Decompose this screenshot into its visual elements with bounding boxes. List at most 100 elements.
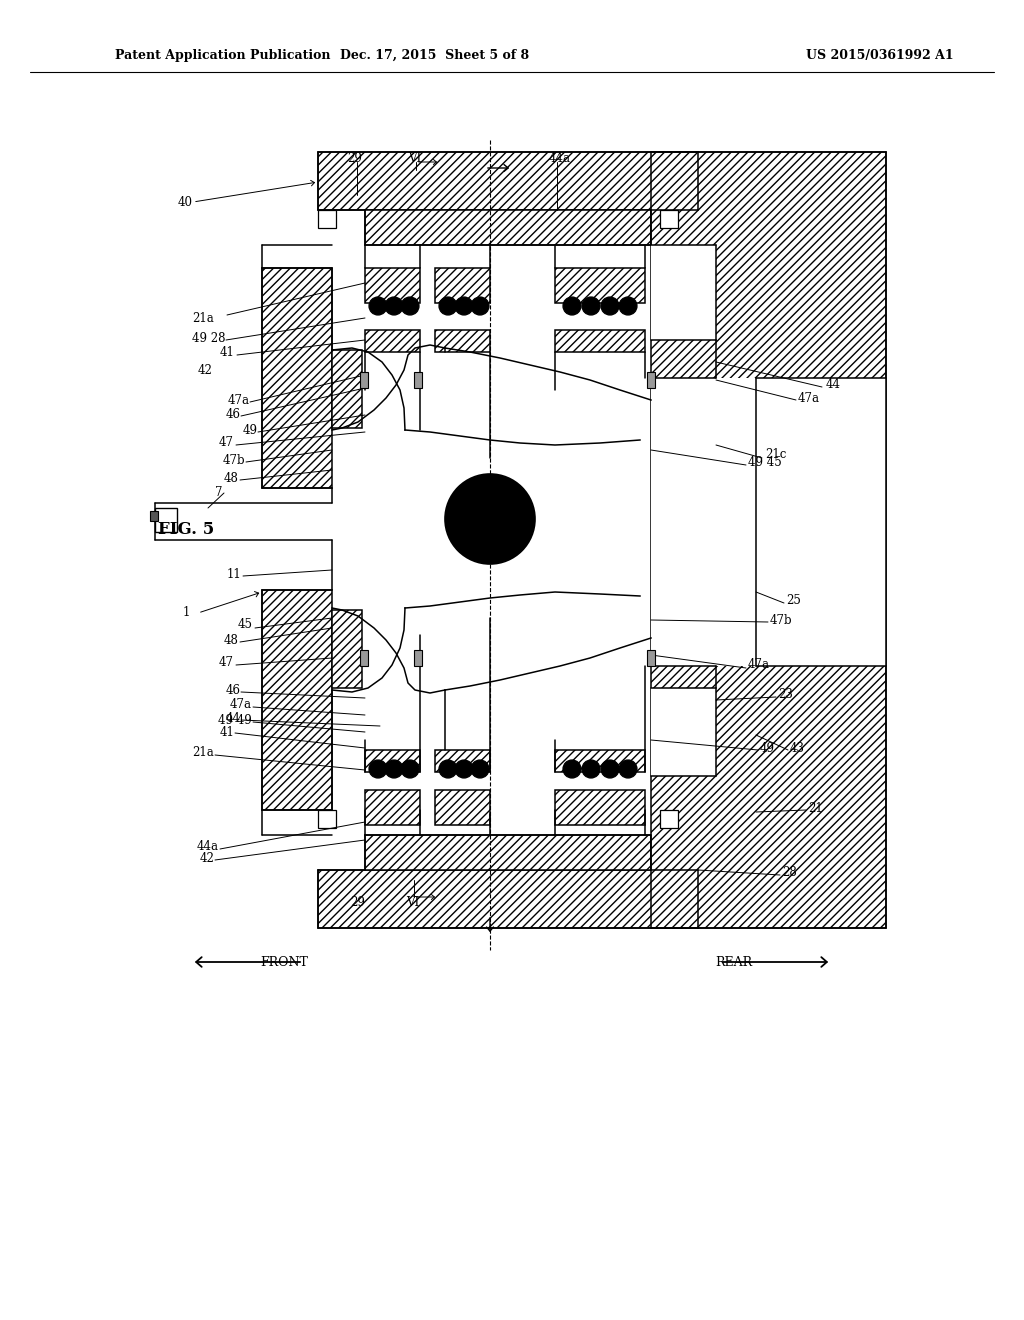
Text: US 2015/0361992 A1: US 2015/0361992 A1 [806,49,953,62]
Circle shape [601,760,618,777]
Text: 11: 11 [226,569,241,582]
Text: 49: 49 [243,424,258,437]
Bar [365,210,651,246]
Bar [262,268,332,488]
Text: 28: 28 [782,866,797,879]
Circle shape [401,297,419,315]
Text: 46: 46 [226,684,241,697]
Bar [150,511,158,521]
Circle shape [563,760,581,777]
Bar [414,372,422,388]
Bar [647,649,655,667]
Circle shape [582,760,600,777]
Circle shape [471,297,489,315]
Text: 47a: 47a [228,393,250,407]
Text: 43: 43 [790,742,805,755]
Bar [365,750,420,772]
Bar [660,810,678,828]
Text: 41: 41 [219,726,234,738]
Bar [435,268,490,304]
Text: 49 45: 49 45 [748,455,781,469]
Text: 48: 48 [224,471,239,484]
Text: 47: 47 [219,656,234,669]
Bar [651,246,716,341]
Text: 49 28: 49 28 [191,331,225,345]
Circle shape [401,760,419,777]
Bar [360,649,368,667]
Bar [262,590,332,810]
Text: 42: 42 [198,363,213,376]
Text: 29: 29 [347,152,362,165]
Text: 23: 23 [778,689,793,701]
Text: 47a: 47a [798,392,820,404]
Text: 41: 41 [219,346,234,359]
Circle shape [455,297,473,315]
Text: 47a: 47a [230,698,252,711]
Text: Dec. 17, 2015  Sheet 5 of 8: Dec. 17, 2015 Sheet 5 of 8 [340,49,529,62]
Circle shape [618,297,637,315]
Text: 47b: 47b [770,614,793,627]
Text: 45: 45 [238,619,253,631]
Bar [651,378,886,667]
Circle shape [369,760,387,777]
Text: 49: 49 [760,742,775,755]
Bar [365,330,420,352]
Text: 47a: 47a [748,659,770,672]
Text: 44: 44 [226,711,241,725]
Text: Patent Application Publication: Patent Application Publication [115,49,331,62]
Text: 47: 47 [219,437,234,450]
Bar [318,810,336,828]
Circle shape [601,297,618,315]
Text: 49 49: 49 49 [218,714,252,726]
Circle shape [369,297,387,315]
Text: 25: 25 [786,594,801,606]
Text: 48: 48 [223,634,238,647]
Text: 40: 40 [178,195,193,209]
Circle shape [471,760,489,777]
Bar [360,372,368,388]
Text: FIG. 5: FIG. 5 [158,521,214,539]
Text: 1: 1 [183,606,190,619]
Text: FRONT: FRONT [260,956,308,969]
Bar [555,789,645,825]
Bar [318,152,698,210]
Text: 21: 21 [808,801,822,814]
Circle shape [455,760,473,777]
Circle shape [618,760,637,777]
Text: 44: 44 [826,379,841,392]
Text: 7: 7 [214,486,222,499]
Bar [651,688,716,776]
Circle shape [563,297,581,315]
Text: 44a: 44a [197,841,219,854]
Circle shape [582,297,600,315]
Bar [365,789,420,825]
Circle shape [445,474,535,564]
Circle shape [439,297,457,315]
Bar [651,152,886,928]
Circle shape [385,297,403,315]
Bar [555,330,645,352]
Bar [555,268,645,304]
Bar [332,610,362,688]
Bar [647,372,655,388]
Bar [435,789,490,825]
Text: 46: 46 [226,408,241,421]
Bar [435,750,490,772]
Circle shape [385,760,403,777]
Circle shape [462,491,518,546]
Text: 21c: 21c [765,449,786,462]
Text: 21a: 21a [193,312,214,325]
Bar [318,210,336,228]
Text: 44a: 44a [549,152,571,165]
Bar [414,649,422,667]
Bar [155,508,177,532]
Text: 42: 42 [199,851,214,865]
Bar [365,268,420,304]
Bar [555,750,645,772]
Bar [365,836,651,870]
Circle shape [439,760,457,777]
Bar [332,350,362,428]
Text: 21a: 21a [193,747,214,759]
Text: VI: VI [407,896,420,909]
Text: VI: VI [409,152,422,165]
